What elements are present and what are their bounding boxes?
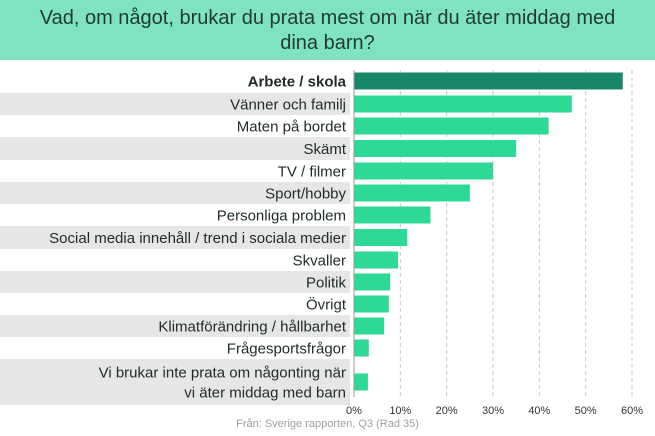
bar (354, 373, 368, 391)
category-label: Klimatförändring / hållbarhet (158, 319, 346, 336)
bar (354, 95, 572, 113)
category-label: Vi brukar inte prata om någonting när (99, 365, 346, 382)
x-tick-label: 50% (575, 405, 597, 416)
category-label: Maten på bordet (237, 119, 347, 136)
row-stripe (0, 315, 350, 337)
bar (354, 317, 385, 335)
x-tick-label: 60% (621, 405, 643, 416)
row-stripe (0, 137, 350, 160)
category-label: Arbete / skola (248, 74, 347, 91)
category-label: Skämt (303, 141, 346, 158)
bar (354, 117, 549, 135)
bar (354, 72, 623, 90)
x-tick-label: 0% (346, 405, 362, 416)
category-label: Sport/hobby (265, 186, 346, 203)
category-label: TV / filmer (278, 164, 346, 181)
x-tick-label: 40% (528, 405, 550, 416)
bar (354, 273, 391, 291)
bar (354, 229, 408, 246)
category-label: Övrigt (306, 296, 347, 314)
category-label: vi äter middag med barn (184, 385, 346, 402)
source-note: Från: Sverige rapporten, Q3 (Rad 35) (236, 418, 419, 430)
bar (354, 339, 369, 357)
chart-title: Vad, om något, brukar du prata mest om n… (39, 7, 616, 54)
category-label: Skvaller (293, 253, 346, 270)
category-label: Personliga problem (217, 208, 346, 225)
row-stripe (0, 182, 350, 204)
bar (354, 251, 399, 269)
bar (354, 140, 517, 157)
bar (354, 184, 470, 202)
category-label: Social media innehåll / trend i sociala … (49, 230, 346, 247)
x-tick-label: 20% (436, 405, 458, 416)
row-stripe (0, 359, 350, 405)
category-label: Frågesportsfrågor (227, 341, 346, 358)
row-stripe (0, 271, 350, 293)
bar (354, 162, 493, 180)
x-tick-label: 30% (482, 405, 504, 416)
category-label: Vänner och familj (230, 97, 346, 114)
row-stripe (0, 226, 350, 249)
category-label: Politik (306, 275, 347, 292)
row-stripe (0, 93, 350, 115)
bar (354, 206, 431, 224)
title-banner: Vad, om något, brukar du prata mest om n… (0, 0, 655, 60)
x-tick-label: 10% (389, 405, 411, 416)
bar (354, 295, 389, 313)
bar-chart: Arbete / skola Vänner och familj Maten på … (0, 70, 643, 416)
